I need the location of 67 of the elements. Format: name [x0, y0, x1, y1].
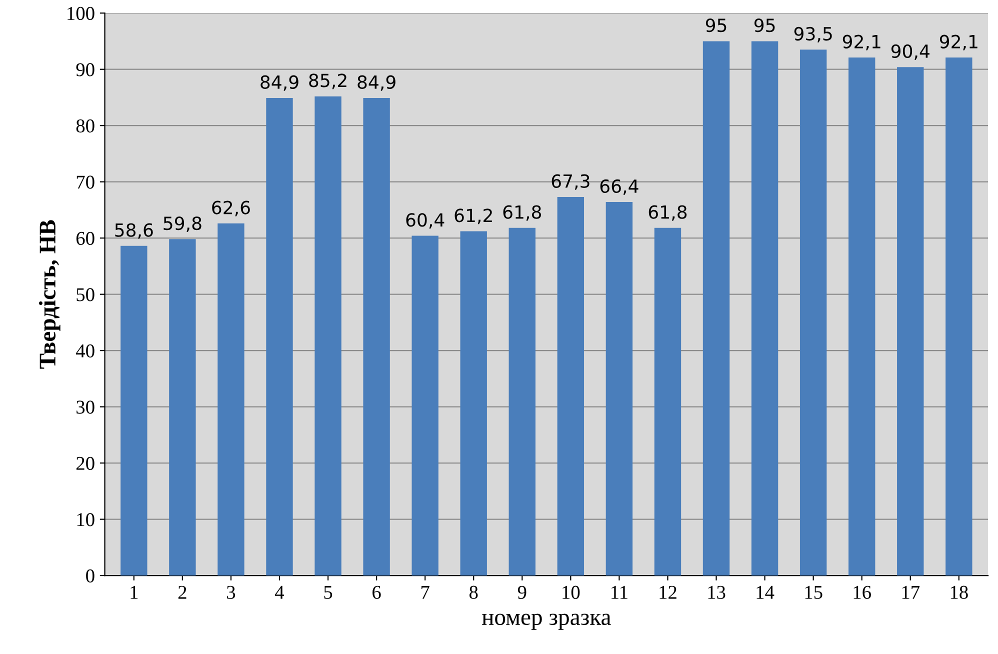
- x-tick-label: 9: [518, 586, 526, 599]
- x-axis-title: номер зразка: [482, 614, 611, 630]
- bar: [460, 231, 487, 576]
- y-tick-label: 0: [86, 569, 94, 582]
- data-label: 58,6: [115, 223, 153, 239]
- y-tick-label: 90: [76, 63, 94, 76]
- data-label: 61,2: [454, 208, 492, 224]
- data-label: 84,9: [358, 75, 396, 91]
- x-tick-label: 7: [422, 586, 430, 599]
- bar: [266, 98, 293, 576]
- x-tick-label: 3: [227, 586, 236, 599]
- x-tick-label: 17: [902, 586, 920, 599]
- y-tick-label: 30: [76, 400, 94, 414]
- bar: [218, 223, 244, 576]
- bar: [169, 239, 196, 576]
- bar: [508, 228, 536, 576]
- y-tick-label: 70: [76, 176, 94, 189]
- bar: [557, 197, 584, 576]
- bar: [314, 96, 342, 576]
- x-tick-label: 6: [372, 586, 381, 599]
- x-tick-label: 2: [178, 586, 186, 599]
- bar: [363, 98, 390, 576]
- data-label: 60,4: [406, 213, 444, 229]
- y-tick-label: 100: [68, 6, 94, 20]
- data-label: 61,8: [648, 205, 687, 221]
- data-label: 66,4: [600, 179, 638, 195]
- data-label: 95: [706, 18, 726, 32]
- data-label: 92,1: [842, 34, 880, 50]
- x-tick-label: 4: [275, 586, 284, 599]
- y-tick-label: 50: [76, 288, 94, 302]
- data-label: 61,8: [503, 205, 542, 221]
- x-tick-label: 5: [324, 586, 332, 599]
- y-tick-label: 40: [76, 344, 94, 358]
- data-label: 85,2: [309, 74, 346, 90]
- y-tick-label: 10: [77, 513, 94, 526]
- bar: [606, 202, 633, 576]
- y-tick-label: 60: [76, 232, 94, 245]
- data-label: 59,8: [164, 216, 202, 232]
- x-tick-label: 18: [950, 586, 968, 599]
- x-tick-label: 15: [805, 586, 822, 599]
- data-label: 92,1: [940, 34, 978, 50]
- data-label: 67,3: [552, 174, 590, 190]
- data-label: 90,4: [891, 44, 930, 60]
- bar: [897, 67, 924, 576]
- y-tick-label: 80: [76, 119, 94, 133]
- bar: [946, 58, 972, 576]
- x-tick-label: 8: [469, 586, 478, 599]
- x-tick-label: 10: [562, 586, 580, 599]
- data-label: 95: [754, 18, 775, 32]
- y-tick-label: 20: [76, 456, 94, 470]
- data-label: 84,9: [260, 75, 298, 91]
- bar: [751, 41, 778, 576]
- x-tick-label: 11: [612, 586, 628, 599]
- x-tick-label: 12: [660, 586, 676, 599]
- x-tick-label: 1: [130, 586, 138, 599]
- data-label: 62,6: [212, 200, 250, 216]
- bar: [412, 236, 438, 576]
- y-axis-title: Твердість, НВ: [38, 220, 60, 369]
- x-tick-label: 14: [756, 586, 774, 599]
- bar: [120, 246, 148, 576]
- data-label: 93,5: [794, 26, 832, 42]
- bar: [654, 228, 682, 576]
- x-tick-label: 13: [708, 586, 726, 599]
- bar: [702, 41, 730, 576]
- bar: [800, 50, 827, 576]
- bar: [848, 58, 876, 576]
- x-tick-label: 16: [854, 586, 871, 599]
